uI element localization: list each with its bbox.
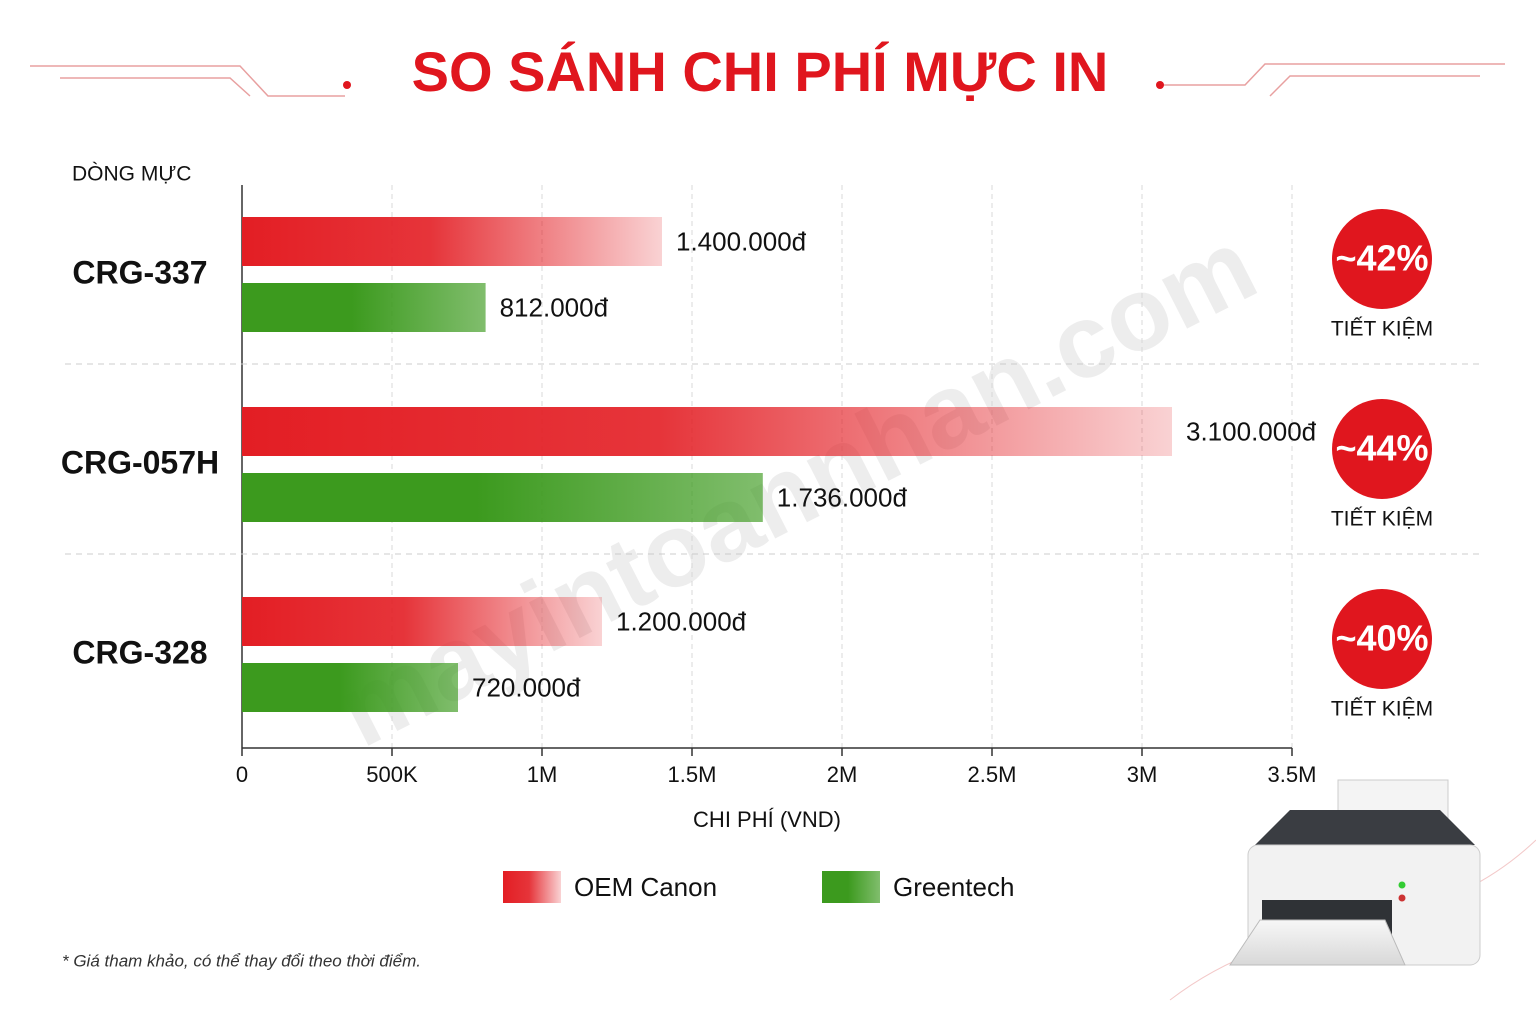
x-tick-label: 1M [527, 762, 558, 787]
category-label: CRG-057H [61, 444, 219, 480]
title-decoration [30, 63, 1505, 97]
savings-caption: TIẾT KIỆM [1331, 698, 1433, 721]
category-label: CRG-328 [72, 634, 207, 670]
legend-label: Greentech [893, 872, 1014, 902]
legend-swatch [822, 871, 880, 903]
value-label: 3.100.000đ [1186, 416, 1317, 446]
printer-illustration [1169, 779, 1536, 1001]
title-dot [343, 81, 351, 89]
value-label: 1.736.000đ [777, 482, 908, 512]
legend-swatch [503, 871, 561, 903]
x-tick-label: 3.5M [1268, 762, 1317, 787]
y-axis-title: DÒNG MỰC [72, 163, 191, 186]
x-tick-label: 0 [236, 762, 248, 787]
savings-badge [1332, 399, 1432, 499]
savings-label: ~42% [1335, 238, 1428, 279]
x-tick-label: 500K [366, 762, 418, 787]
x-tick-label: 2M [827, 762, 858, 787]
bar [242, 407, 1172, 456]
x-axis-title: CHI PHÍ (VND) [693, 807, 841, 832]
x-tick-label: 1.5M [668, 762, 717, 787]
savings-label: ~44% [1335, 428, 1428, 469]
savings-badge [1332, 589, 1432, 689]
x-tick-label: 2.5M [968, 762, 1017, 787]
bar [242, 597, 602, 646]
bar [242, 663, 458, 712]
bar [242, 217, 662, 266]
title-dot [1156, 81, 1164, 89]
value-label: 720.000đ [472, 672, 581, 702]
savings-caption: TIẾT KIỆM [1331, 508, 1433, 531]
value-label: 812.000đ [500, 292, 609, 322]
chart-title: SO SÁNH CHI PHÍ MỰC IN [412, 40, 1109, 103]
category-label: CRG-337 [72, 254, 207, 290]
value-label: 1.400.000đ [676, 226, 807, 256]
footnote: * Giá tham khảo, có thể thay đổi theo th… [62, 951, 421, 970]
savings-caption: TIẾT KIỆM [1331, 318, 1433, 341]
bar [242, 473, 763, 522]
x-tick-label: 3M [1127, 762, 1158, 787]
savings-badge [1332, 209, 1432, 309]
savings-label: ~40% [1335, 618, 1428, 659]
legend-label: OEM Canon [574, 872, 717, 902]
bar [242, 283, 486, 332]
value-label: 1.200.000đ [616, 606, 747, 636]
